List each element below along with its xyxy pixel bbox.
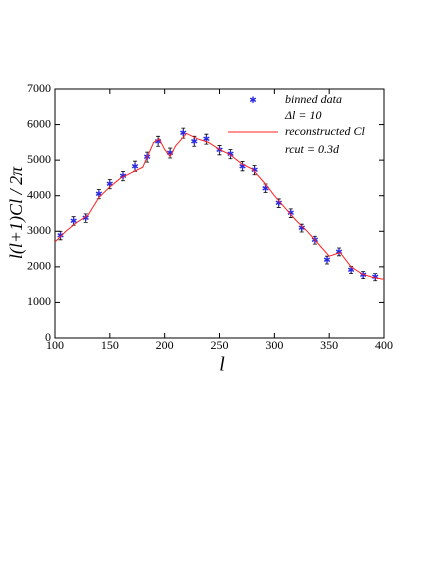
y-tick-label: 0 (45, 330, 51, 344)
point: ✱ (216, 145, 224, 155)
y-tick-label: 2000 (27, 259, 51, 273)
point: ✱ (251, 165, 259, 175)
error-bar (228, 149, 233, 160)
point: ✱ (191, 136, 199, 146)
point: ✱ (119, 171, 127, 181)
error-bar (240, 161, 245, 172)
point: ✱ (82, 213, 90, 223)
point: ✱ (298, 223, 306, 233)
point: ✱ (227, 149, 235, 159)
legend-swatch: ✱ (249, 95, 257, 105)
error-bar (288, 208, 293, 218)
x-tick-label: 300 (265, 338, 283, 352)
error-bar (58, 230, 63, 241)
error-bar (252, 165, 257, 176)
error-bar (156, 135, 161, 147)
point: ✱ (275, 198, 283, 208)
point: ✱ (371, 272, 379, 282)
x-tick-label: 350 (320, 338, 338, 352)
point: ✱ (347, 265, 355, 275)
error-bar (324, 255, 329, 265)
error-bar (337, 247, 342, 257)
point: ✱ (70, 216, 78, 226)
error-bar (83, 213, 88, 223)
point: ✱ (359, 270, 367, 280)
point: ✱ (166, 148, 174, 158)
x-tick-label: 150 (101, 338, 119, 352)
y-tick-label: 1000 (27, 294, 51, 308)
point: ✱ (239, 161, 247, 171)
line (54, 132, 385, 280)
x-tick-label: 400 (375, 338, 393, 352)
point: ✱ (106, 179, 114, 189)
y-tick-label: 6000 (27, 116, 51, 130)
annotation: rcut = 0.3d (285, 142, 340, 156)
error-bar (120, 171, 125, 182)
error-bar (204, 133, 209, 145)
y-tick-label: 7000 (27, 81, 51, 95)
point: ✱ (180, 128, 188, 138)
point: ✱ (203, 134, 211, 144)
legend-label: reconstructed Cl (285, 124, 366, 138)
point: ✱ (335, 247, 343, 257)
y-tick-label: 3000 (27, 223, 51, 237)
point: ✱ (95, 189, 103, 199)
point: ✱ (57, 231, 65, 241)
point: ✱ (154, 136, 162, 146)
x-tick-label: 100 (46, 338, 64, 352)
point: ✱ (323, 255, 331, 265)
error-bar (373, 273, 378, 282)
legend-label: binned data (285, 92, 342, 106)
y-tick-label: 5000 (27, 152, 51, 166)
error-bar (361, 271, 366, 279)
x-tick-label: 250 (211, 338, 229, 352)
point: ✱ (262, 183, 270, 193)
x-axis-label: l (219, 354, 225, 376)
x-tick-label: 200 (156, 338, 174, 352)
y-tick-label: 4000 (27, 187, 51, 201)
point: ✱ (287, 208, 295, 218)
annotation: Δl = 10 (284, 108, 321, 122)
error-bar (217, 145, 222, 156)
point: ✱ (131, 161, 139, 171)
y-axis-label: l(l+1)Cl / 2π (6, 166, 27, 259)
